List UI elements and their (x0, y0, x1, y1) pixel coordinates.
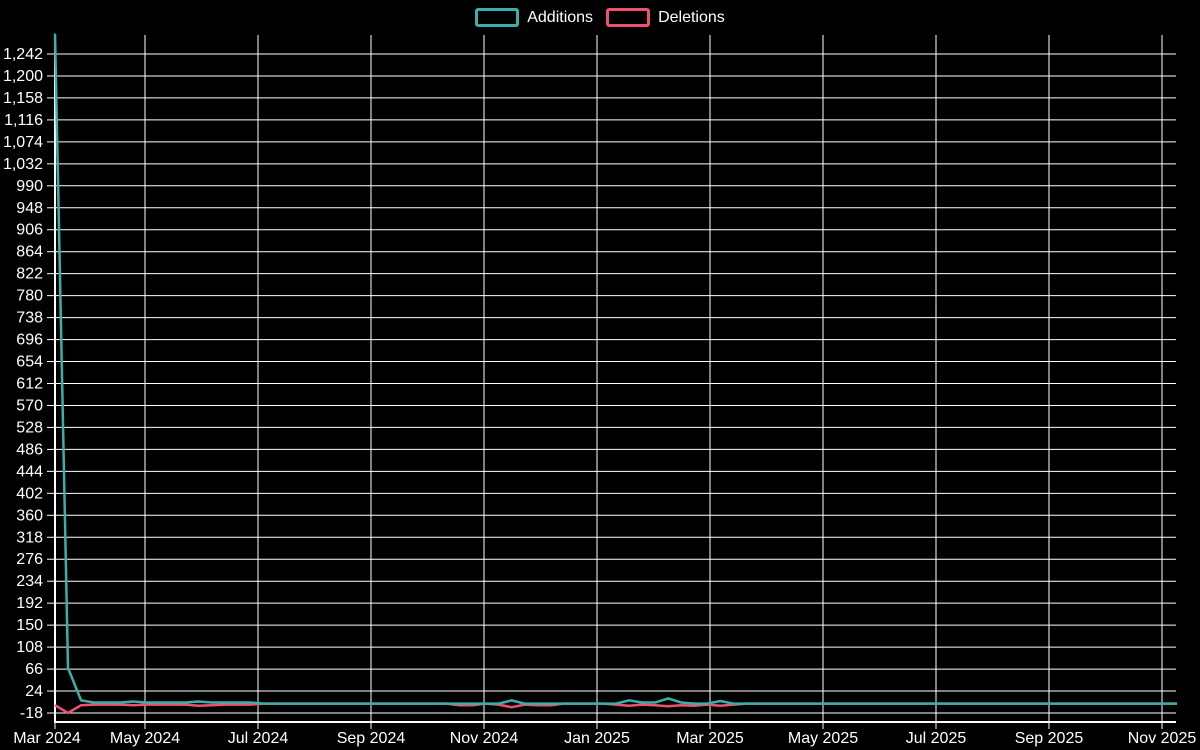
x-axis-label: Sep 2025 (1015, 730, 1084, 747)
x-axis-label: May 2024 (110, 730, 180, 747)
y-axis-label: 612 (16, 376, 43, 393)
y-axis-label: 444 (16, 463, 43, 480)
y-axis-label: 234 (16, 573, 43, 590)
x-axis-label: Sep 2024 (337, 730, 406, 747)
y-axis-label: 1,158 (3, 90, 43, 107)
y-axis-label: 150 (16, 617, 43, 634)
y-axis-label: 906 (16, 222, 43, 239)
legend-label: Additions (527, 8, 594, 26)
y-axis-label: 108 (16, 639, 43, 656)
legend-swatch-additions (475, 8, 520, 27)
y-axis-label: 990 (16, 178, 43, 195)
y-axis-label: 948 (16, 200, 43, 217)
x-axis-label: Mar 2025 (676, 730, 744, 747)
legend: Additions Deletions (0, 8, 1200, 27)
x-grid-and-labels: Mar 2024 May 2024 Jul 2024 Sep 2024 Nov 2024… (13, 35, 1196, 747)
x-axis-label: Jul 2024 (228, 730, 289, 747)
y-axis-label: 528 (16, 419, 43, 436)
y-axis-label: 738 (16, 310, 43, 327)
legend-label: Deletions (658, 8, 725, 26)
y-grid-and-labels: -18 24 66 108 150 192 234 276 318 360 402 444 486 528… (3, 46, 1176, 722)
y-axis-label: 1,116 (4, 112, 43, 129)
y-axis-label: 486 (16, 441, 43, 458)
y-axis-label: 780 (16, 288, 43, 305)
y-axis-label: 402 (16, 485, 43, 502)
y-axis-label: 1,242 (3, 46, 43, 63)
x-axis-label: Mar 2024 (13, 730, 81, 747)
y-axis-label: 192 (16, 595, 43, 612)
y-axis-label: 864 (16, 244, 43, 261)
x-axis-label: Nov 2024 (450, 730, 519, 747)
x-axis-label: Nov 2025 (1128, 730, 1197, 747)
y-axis-label: 24 (25, 683, 43, 700)
y-axis-label: 318 (16, 529, 43, 546)
legend-swatch-deletions (606, 8, 651, 27)
y-axis-label: 1,074 (3, 134, 43, 151)
y-axis-label: 276 (16, 551, 43, 568)
x-axis-label: Jan 2025 (564, 730, 630, 747)
series-line-deletions[interactable] (54, 702, 1177, 715)
legend-item-deletions[interactable]: Deletions (606, 8, 725, 27)
x-axis-label: Jul 2025 (906, 730, 967, 747)
y-axis-label: 1,032 (3, 156, 43, 173)
y-axis-label: -18 (20, 705, 43, 722)
y-axis-label: 1,200 (3, 68, 43, 85)
x-axis-label: May 2025 (788, 730, 858, 747)
y-axis-label: 66 (25, 661, 43, 678)
y-axis-label: 696 (16, 332, 43, 349)
y-axis-label: 570 (16, 397, 43, 414)
plot-area[interactable] (53, 33, 1177, 715)
y-axis-label: 360 (16, 507, 43, 524)
y-axis-label: 654 (16, 354, 43, 371)
series-line-additions[interactable] (53, 33, 1177, 705)
legend-item-additions[interactable]: Additions (475, 8, 593, 27)
y-axis-label: 822 (16, 266, 43, 283)
